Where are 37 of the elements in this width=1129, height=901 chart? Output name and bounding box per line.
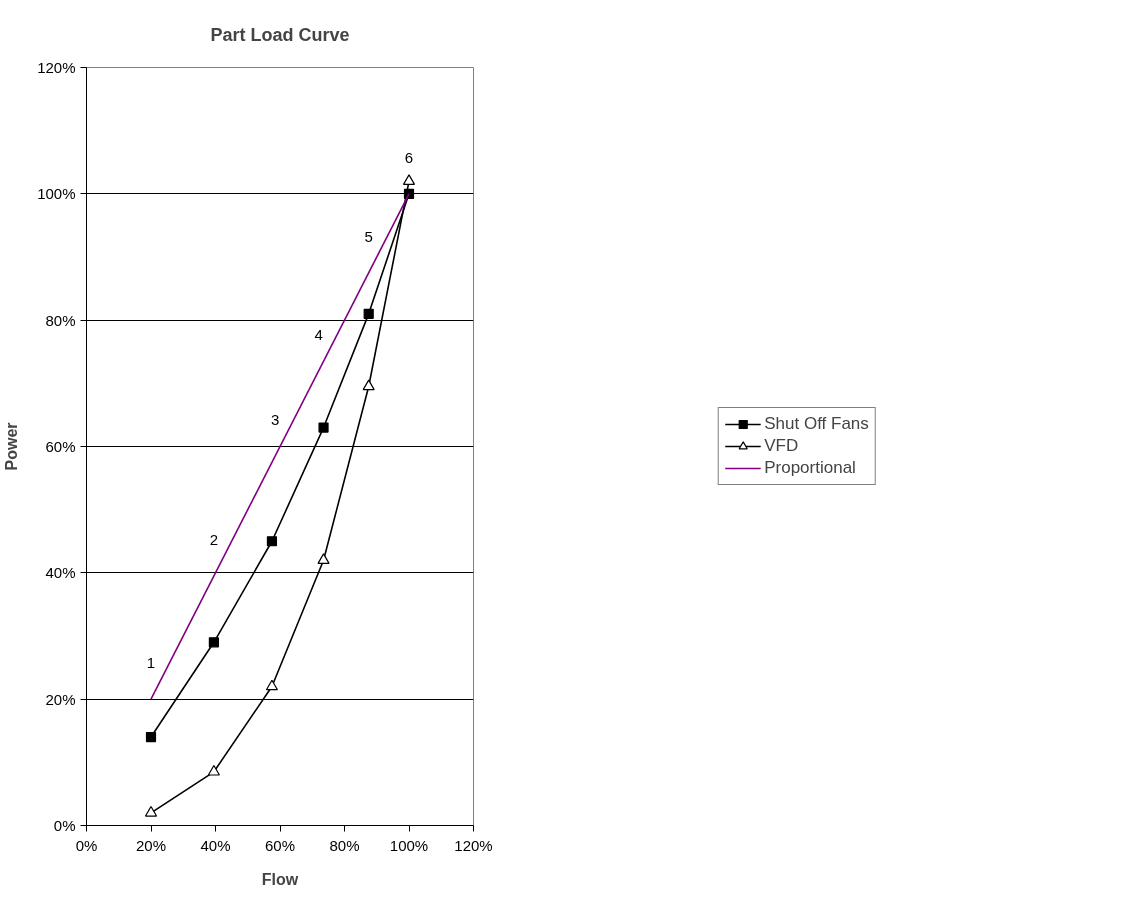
chart-title: Part Load Curve	[210, 25, 350, 45]
point	[144, 805, 158, 817]
y-tick-label: 40%	[45, 564, 76, 582]
annotation: 6	[404, 148, 414, 166]
y-tick-label: 0%	[53, 817, 76, 834]
annotation: 5	[364, 227, 373, 245]
x-tick-label: 0%	[75, 836, 98, 854]
y-tick-label: 60%	[45, 438, 76, 455]
annotation: 2	[209, 530, 219, 548]
y-tick-label: 120%	[37, 59, 76, 76]
y-tick-label: 20%	[45, 690, 76, 708]
point	[362, 379, 375, 391]
legend-label: Shut Off Fans	[764, 414, 869, 434]
annotation: 1	[146, 654, 156, 672]
annotation: 4	[314, 325, 323, 343]
point	[317, 553, 330, 564]
point	[145, 731, 157, 743]
x-axis-title: Flow	[261, 870, 299, 888]
point	[266, 536, 278, 547]
point	[402, 174, 416, 185]
x-tick-label: 120%	[454, 836, 493, 854]
legend-label: VFD	[764, 436, 799, 456]
x-tick-label: 100%	[389, 836, 429, 854]
x-tick-label: 80%	[329, 836, 360, 854]
y-tick-label: 100%	[37, 185, 76, 203]
x-tick-label: 60%	[264, 836, 296, 854]
point	[208, 637, 219, 648]
legend-label: Proportional	[764, 458, 856, 478]
y-tick-label: 80%	[45, 311, 76, 329]
annotation: 3	[270, 410, 280, 428]
point	[318, 422, 329, 433]
point	[265, 679, 279, 691]
x-tick-label: 40%	[200, 836, 231, 854]
point	[363, 308, 374, 319]
y-axis-title: Power	[3, 422, 21, 471]
point	[207, 764, 220, 776]
x-tick-label: 20%	[135, 836, 167, 854]
